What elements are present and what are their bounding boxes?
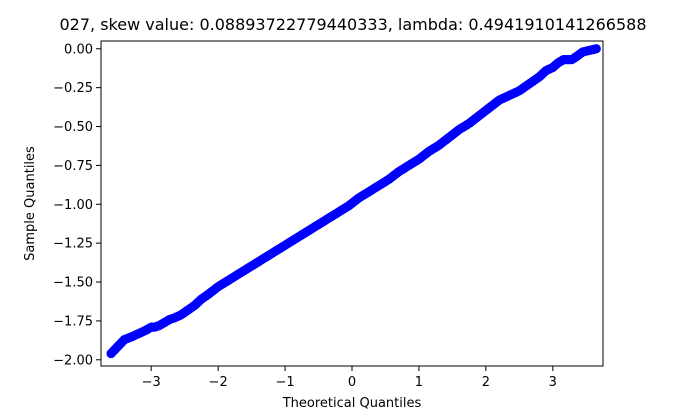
- x-axis: −3 −2 −1 0 1 2 3: [142, 366, 557, 390]
- y-axis-label: Sample Quantiles: [23, 146, 38, 261]
- y-tick-label: −0.75: [53, 159, 93, 174]
- y-tick-label: 0.00: [64, 42, 93, 57]
- x-axis-label: Theoretical Quantiles: [282, 396, 422, 411]
- y-tick-label: −0.25: [53, 81, 93, 96]
- x-tick-label: 0: [348, 375, 356, 390]
- x-tick-label: −3: [142, 375, 161, 390]
- chart-title: 027, skew value: 0.08893722779440333, la…: [60, 15, 647, 34]
- x-tick-label: −2: [209, 375, 228, 390]
- x-tick-label: 2: [482, 375, 490, 390]
- data-points: [106, 44, 601, 359]
- x-tick-label: −1: [275, 375, 294, 390]
- y-tick-label: −0.50: [53, 120, 93, 135]
- x-tick-label: 3: [549, 375, 557, 390]
- y-axis: 0.00 −0.25 −0.50 −0.75 −1.00 −1.25 −1.50 −1.75 −…: [53, 42, 101, 368]
- y-tick-label: −2.00: [53, 353, 93, 368]
- y-tick-label: −1.25: [53, 237, 93, 252]
- x-tick-label: 1: [415, 375, 423, 390]
- data-point: [591, 44, 601, 54]
- y-tick-label: −1.75: [53, 314, 93, 329]
- y-tick-label: −1.00: [53, 198, 93, 213]
- y-tick-label: −1.50: [53, 276, 93, 291]
